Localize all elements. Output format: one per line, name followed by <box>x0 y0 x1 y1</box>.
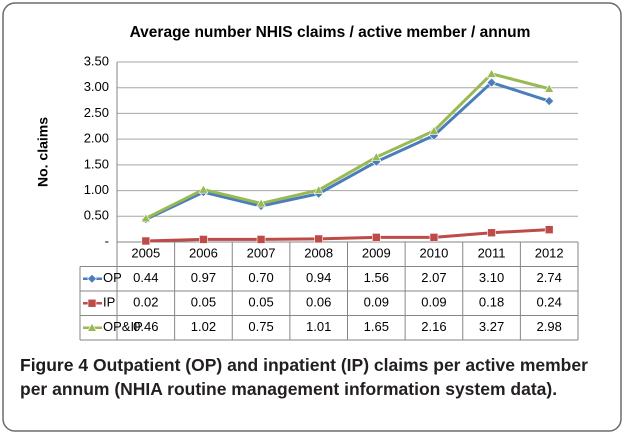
caption-text: Outpatient (OP) and inpatient (IP) claim… <box>20 355 588 399</box>
table-cell: 0.44 <box>133 270 158 285</box>
caption-label: Figure 4 <box>20 355 89 375</box>
table-cell: 0.18 <box>479 295 504 310</box>
x-tick-label: 2012 <box>535 246 564 261</box>
point <box>428 125 439 135</box>
point <box>544 83 555 93</box>
table-cell: 3.10 <box>479 270 504 285</box>
x-tick-label: 2011 <box>478 246 506 261</box>
table-cell: 1.56 <box>364 270 389 285</box>
point <box>141 236 151 246</box>
table-cell: 2.98 <box>537 319 562 334</box>
table-cell: 0.09 <box>364 295 389 310</box>
y-tick-label: 0.50 <box>84 208 109 223</box>
table-cell: 1.65 <box>364 319 389 334</box>
y-tick-label: 2.00 <box>84 131 109 146</box>
legend-label: OP <box>103 270 122 285</box>
point <box>487 228 496 238</box>
chart-title: Average number NHIS claims / active memb… <box>130 24 531 41</box>
table-cell: 0.70 <box>248 270 273 285</box>
point <box>486 68 497 78</box>
point <box>256 198 267 208</box>
table-cell: 2.07 <box>421 270 446 285</box>
series-line <box>145 72 550 220</box>
table-cell: 0.05 <box>191 295 216 310</box>
caption: Figure 4 Outpatient (OP) and inpatient (… <box>20 353 610 401</box>
table-cell: 2.74 <box>537 270 562 285</box>
point <box>140 213 151 223</box>
y-tick-label: 1.00 <box>84 182 109 197</box>
legend-label: IP <box>103 295 115 310</box>
table-cell: 0.75 <box>248 319 273 334</box>
point <box>372 233 381 242</box>
y-tick-label: 3.50 <box>84 53 109 68</box>
x-tick-label: 2006 <box>189 246 218 261</box>
point <box>314 234 323 244</box>
point <box>486 77 497 88</box>
x-tick-label: 2009 <box>362 246 391 261</box>
legend-marker <box>87 298 97 308</box>
y-axis-label: No. claims <box>35 117 51 187</box>
table-cell: 1.01 <box>306 319 331 334</box>
y-tick-label: 3.00 <box>84 79 109 94</box>
table-cell: 0.24 <box>537 295 562 310</box>
y-tick-label: 2.50 <box>84 105 109 120</box>
x-tick-label: 2005 <box>131 246 160 261</box>
point <box>256 235 266 244</box>
point <box>198 184 209 194</box>
table-cell: 0.46 <box>133 319 158 334</box>
x-tick-label: 2008 <box>304 246 333 261</box>
legend-label: OP&IP <box>103 319 143 334</box>
legend-marker <box>86 322 98 332</box>
table-cell: 0.02 <box>133 295 158 310</box>
point <box>199 235 208 244</box>
table-cell: 0.06 <box>306 295 331 310</box>
table-cell: 1.02 <box>191 319 216 334</box>
point <box>544 96 555 107</box>
point <box>371 152 382 162</box>
table-cell: 0.05 <box>248 295 273 310</box>
table-cell: 0.09 <box>421 295 446 310</box>
point <box>544 225 554 234</box>
series-line <box>145 228 550 243</box>
point <box>429 233 439 242</box>
legend-marker <box>87 273 97 284</box>
table-cell: 0.94 <box>306 270 331 285</box>
x-tick-label: 2007 <box>247 246 276 261</box>
x-tick-label: 2010 <box>419 246 448 261</box>
table-cell: 2.16 <box>421 319 446 334</box>
table-cell: 0.97 <box>191 270 216 285</box>
y-tick-label: 1.50 <box>84 156 109 171</box>
series-line <box>145 81 550 221</box>
point <box>313 184 324 194</box>
table-cell: 3.27 <box>479 319 504 334</box>
y-tick-label: - <box>105 233 109 248</box>
